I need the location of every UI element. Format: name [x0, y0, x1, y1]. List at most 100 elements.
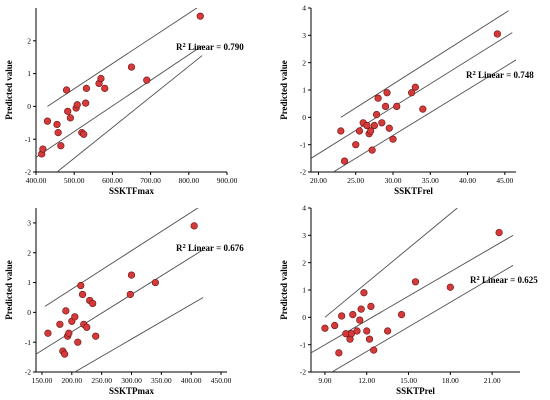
r-squared-label: R2 Linear = 0.676 [176, 243, 244, 253]
y-tick-label: 1 [302, 86, 306, 95]
x-tick-label: 150.00 [32, 376, 53, 385]
y-tick-label: 3 [27, 219, 31, 228]
data-point [61, 350, 69, 358]
x-tick-label: 350.00 [151, 376, 172, 385]
x-axis-title: SSKTFrel [394, 186, 433, 196]
data-point [419, 105, 427, 113]
data-point [54, 129, 62, 137]
data-point [97, 74, 105, 83]
y-tick-label: 2 [27, 36, 31, 45]
y-tick-label: 4 [302, 4, 306, 13]
regression-line [36, 45, 203, 158]
data-point [56, 320, 64, 328]
y-tick-label: 1 [27, 278, 31, 287]
data-point [367, 302, 375, 311]
data-point [374, 94, 382, 102]
x-tick-label: 500.00 [64, 176, 85, 185]
confidence-bound-line [47, 8, 198, 107]
x-tick-label: 9.00 [318, 376, 331, 385]
regression-line [36, 249, 204, 355]
data-point [365, 335, 374, 343]
data-point [57, 142, 65, 150]
data-point [39, 145, 47, 153]
data-point [411, 83, 419, 91]
data-point [196, 12, 204, 20]
data-point [355, 127, 364, 135]
data-point [127, 63, 136, 71]
x-tick-label: 25.00 [347, 176, 364, 185]
y-tick-label: -1 [300, 340, 306, 349]
scatter-panel-4: 9.00 12.00 15.00 18.00 21.00 -2 -1 0 1 2 3 4 SSKTPre… [279, 204, 538, 396]
data-point [360, 289, 368, 297]
data-point [385, 124, 393, 132]
x-tick-label: 40.00 [459, 176, 476, 185]
data-point [373, 110, 381, 119]
x-tick-label: 900.00 [217, 176, 238, 185]
data-point [338, 312, 346, 320]
data-point [82, 99, 90, 107]
confidence-bound-line [340, 10, 509, 118]
data-point [340, 157, 349, 165]
confidence-bound-line [74, 297, 204, 372]
x-tick-label: 200.00 [62, 376, 83, 385]
x-tick-label: 600.00 [102, 176, 123, 185]
y-tick-label: 1 [302, 286, 306, 295]
y-tick-label: 2 [27, 248, 31, 257]
y-tick-label: 4 [302, 204, 306, 213]
data-point [62, 307, 70, 315]
y-tick-label: -2 [300, 368, 306, 377]
y-tick-label: -1 [300, 140, 306, 149]
y-tick-label: 2 [302, 58, 306, 67]
y-tick-label: 3 [302, 31, 306, 40]
confidence-bound-line [324, 208, 458, 318]
x-tick-label: 400.00 [26, 176, 47, 185]
y-tick-label: -1 [25, 135, 31, 144]
data-point [74, 338, 82, 346]
data-point [363, 327, 371, 335]
data-point [353, 327, 361, 335]
regression-line [311, 234, 514, 354]
data-point [331, 321, 339, 330]
data-point [66, 114, 74, 122]
y-tick-label: -1 [25, 338, 31, 347]
y-tick-label: -2 [25, 368, 31, 377]
data-point [370, 346, 378, 354]
y-tick-label: 0 [27, 308, 31, 317]
data-point [356, 316, 364, 324]
data-point [397, 311, 406, 319]
data-point [321, 324, 329, 332]
x-tick-label: 30.00 [385, 176, 402, 185]
data-point [190, 222, 198, 230]
data-point [78, 290, 87, 299]
data-point [368, 146, 376, 154]
scatter-panel-1: 400.00 500.00 600.00 700.00 800.00 900.00 -2 -1… [4, 8, 244, 196]
x-tick-label: 250.00 [91, 376, 112, 385]
y-axis-title: Predicted value [279, 60, 289, 120]
x-tick-label: 45.00 [496, 176, 513, 185]
data-point [71, 313, 79, 321]
data-point [62, 86, 71, 94]
data-point [83, 323, 91, 331]
r-squared-label: R2 Linear = 0.748 [466, 70, 534, 80]
x-tick-label: 400.00 [181, 376, 202, 385]
data-point [151, 278, 159, 287]
x-axis-title: SSKTFmax [109, 186, 155, 196]
data-point [367, 127, 375, 135]
data-point [383, 89, 391, 97]
data-point [101, 84, 109, 92]
x-tick-label: 800.00 [178, 176, 199, 185]
confidence-bound-line [333, 59, 516, 172]
y-axis-title: Predicted value [279, 260, 289, 320]
confidence-bound-line [56, 55, 203, 172]
data-point [493, 30, 501, 38]
y-tick-label: -2 [300, 168, 306, 177]
x-tick-label: 18.00 [442, 376, 459, 385]
scatter-panel-2: 20.00 25.00 30.00 35.00 40.00 45.00 -2 -1 0 1 2 3 4 S… [279, 4, 534, 196]
y-axis-title: Predicted value [4, 260, 14, 320]
data-point [370, 121, 378, 130]
confidence-bound-line [44, 208, 199, 307]
data-point [80, 130, 88, 138]
x-tick-label: 700.00 [140, 176, 161, 185]
x-tick-label: 450.00 [211, 376, 232, 385]
